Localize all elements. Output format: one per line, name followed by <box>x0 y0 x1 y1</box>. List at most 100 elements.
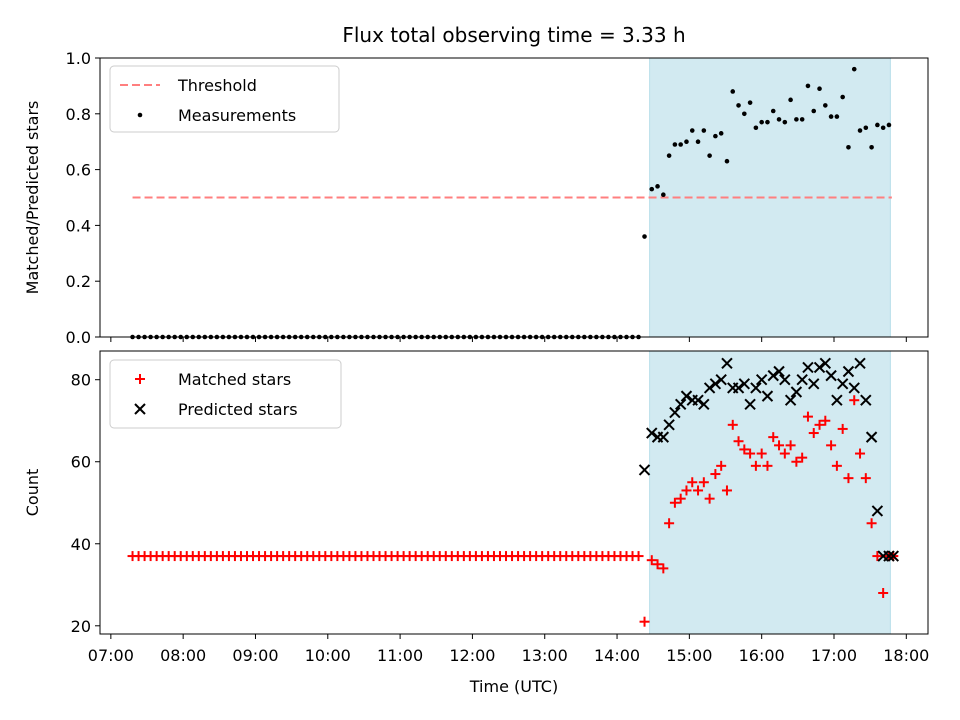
y-tick-label: 80 <box>71 371 91 390</box>
matched-star-point <box>872 551 883 562</box>
measurement-point <box>689 128 695 133</box>
measurement-point <box>788 97 793 103</box>
matched-star-point <box>687 477 698 488</box>
matched-star-point <box>774 440 785 451</box>
predicted-star-point <box>692 394 704 406</box>
predicted-star-point <box>721 357 733 370</box>
predicted-star-point <box>709 378 722 390</box>
predicted-star-point <box>887 550 899 562</box>
matched-star-point <box>704 493 715 504</box>
y-tick-label: 0.8 <box>66 105 91 124</box>
measurement-point <box>742 111 747 117</box>
matched-star-point <box>802 411 813 422</box>
predicted-star-point <box>663 419 675 431</box>
measurement-point <box>851 66 857 72</box>
predicted-star-point <box>813 361 826 374</box>
predicted-star-point <box>796 374 808 386</box>
legend: Threshold Measurements <box>109 65 340 133</box>
measurement-point <box>875 122 880 128</box>
legend-label: Threshold <box>177 76 257 95</box>
matched-star-point <box>860 473 871 484</box>
predicted-star-point <box>836 378 849 390</box>
y-tick-label: 40 <box>71 535 91 554</box>
measurement-point <box>753 125 759 131</box>
x-tick-label: 07:00 <box>88 646 134 665</box>
predicted-star-point <box>638 464 651 476</box>
measurement-point <box>695 139 701 144</box>
measurement-point <box>799 117 805 122</box>
plot-frame <box>99 57 929 338</box>
legend: Matched stars Predicted stars <box>109 359 342 429</box>
matched-star-point <box>652 559 663 570</box>
matched-star-point <box>831 460 842 471</box>
matched-star-point <box>721 485 732 496</box>
y-tick-label: 60 <box>71 453 91 472</box>
legend-predicted-swatch <box>134 403 146 415</box>
matched-star-point <box>779 448 790 459</box>
matched-star-point <box>843 473 854 484</box>
predicted-star-point <box>755 374 768 386</box>
predicted-star-point <box>790 386 803 398</box>
measurement-point <box>701 128 707 133</box>
predicted-star-point <box>854 357 866 370</box>
y-tick-label: 0.6 <box>66 161 91 180</box>
matched-star-point <box>866 518 877 529</box>
predicted-star-point <box>715 374 727 386</box>
matched-star-point <box>849 395 860 406</box>
predicted-star-point <box>842 365 855 378</box>
x-tick-label: 16:00 <box>739 646 785 665</box>
predicted-star-point <box>674 398 687 411</box>
measurement-point <box>782 119 788 125</box>
matched-star-point <box>762 460 773 471</box>
predicted-star-point <box>669 406 681 419</box>
matched-star-point <box>837 423 848 434</box>
measurement-point <box>713 133 718 139</box>
matched-star-point <box>750 460 761 471</box>
matched-star-point <box>693 485 704 496</box>
predicted-star-point <box>657 431 670 443</box>
legend-matched-swatch <box>135 374 145 384</box>
measurement-point <box>747 100 753 105</box>
matched-star-point <box>878 587 889 598</box>
measurement-point <box>642 234 647 239</box>
measurement-point <box>869 144 874 150</box>
y-axis-label: Count <box>23 469 42 517</box>
measurement-point <box>718 131 724 136</box>
measurement-point <box>811 108 817 114</box>
measurement-point <box>672 142 678 147</box>
measurement-point <box>730 89 736 94</box>
matched-star-point <box>739 444 750 455</box>
x-axis-label: Time (UTC) <box>469 677 558 696</box>
x-tick-label: 17:00 <box>811 646 857 665</box>
measurement-point <box>759 119 764 125</box>
predicted-star-point <box>779 374 791 386</box>
measurement-point <box>840 94 845 100</box>
matched-star-point <box>675 493 686 504</box>
predicted-star-point <box>784 394 797 406</box>
measurement-point <box>707 153 712 158</box>
matched-star-point <box>664 518 675 529</box>
measurement-point <box>765 119 770 125</box>
legend-label: Predicted stars <box>178 400 298 419</box>
predicted-star-point <box>871 505 884 517</box>
x-tick-label: 13:00 <box>522 646 568 665</box>
measurement-point <box>863 125 869 131</box>
y-tick-label: 0.4 <box>66 216 91 235</box>
predicted-star-point <box>750 382 762 394</box>
matched-star-point <box>681 485 692 496</box>
measurement-point <box>776 117 782 122</box>
matched-star-point <box>710 469 721 480</box>
matched-star-point <box>820 415 831 426</box>
matched-star-point <box>756 448 767 459</box>
count-panel: 20 40 60 80 07:00 08:00 09:00 10:00 11:00 12:00 13… <box>23 350 929 696</box>
measurement-point <box>661 192 666 198</box>
predicted-star-point <box>825 369 837 382</box>
x-tick-label: 09:00 <box>232 646 278 665</box>
matched-star-point <box>785 440 796 451</box>
y-axis-label: Matched/Predicted stars <box>23 101 42 295</box>
predicted-star-point <box>680 390 693 402</box>
y-tick-label: 20 <box>71 617 91 636</box>
matched-star-point <box>698 477 709 488</box>
measurement-point <box>678 142 683 147</box>
